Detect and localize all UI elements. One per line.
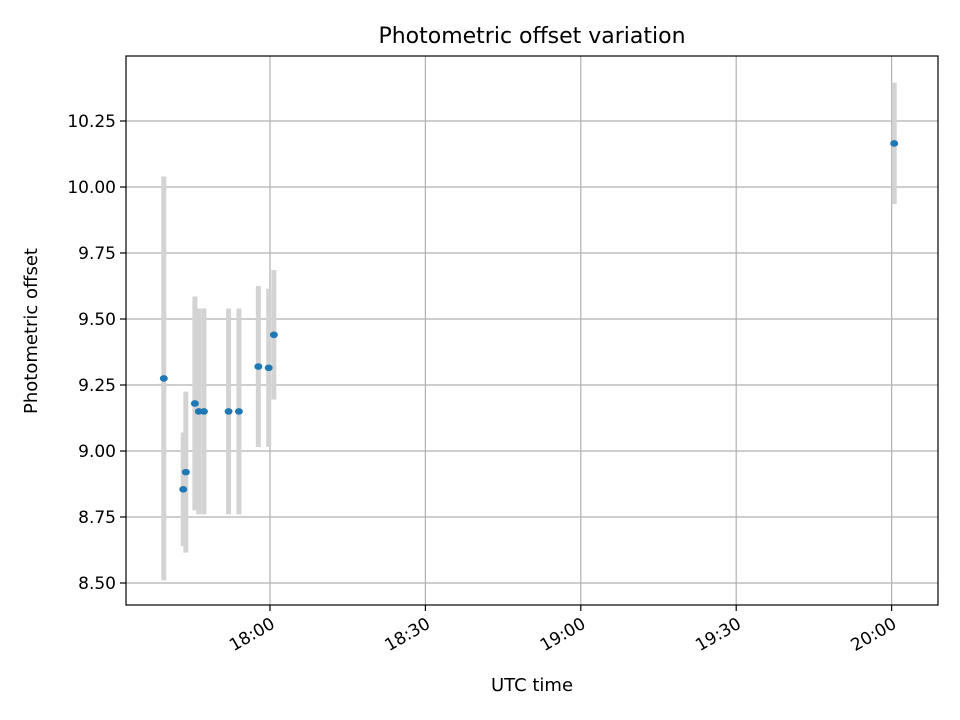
y-tick-label: 9.50 <box>78 310 116 330</box>
grid <box>126 56 938 605</box>
data-point <box>224 408 233 415</box>
data-point <box>159 375 168 382</box>
plot-frame <box>125 55 939 606</box>
y-tick-label: 8.50 <box>78 574 116 594</box>
data-point <box>234 408 243 415</box>
data-markers <box>159 140 899 493</box>
data-point <box>269 331 278 339</box>
data-point <box>179 485 188 493</box>
y-tick-label: 10.00 <box>67 178 116 198</box>
y-tick-label: 8.75 <box>78 508 116 528</box>
data-point <box>890 140 899 147</box>
y-tick-label: 9.25 <box>78 376 116 396</box>
y-tick-label: 10.25 <box>67 112 116 132</box>
x-axis-label: UTC time <box>491 675 573 696</box>
chart-title: Photometric offset variation <box>378 24 685 49</box>
y-tick-label: 9.00 <box>78 442 116 462</box>
data-point <box>264 364 273 372</box>
plot-area-background <box>126 56 938 605</box>
data-point <box>199 408 208 415</box>
y-tick-label: 9.75 <box>78 244 116 264</box>
data-point <box>190 400 199 407</box>
data-point <box>254 363 263 370</box>
y-axis-label: Photometric offset <box>21 248 42 414</box>
data-point <box>181 468 190 476</box>
